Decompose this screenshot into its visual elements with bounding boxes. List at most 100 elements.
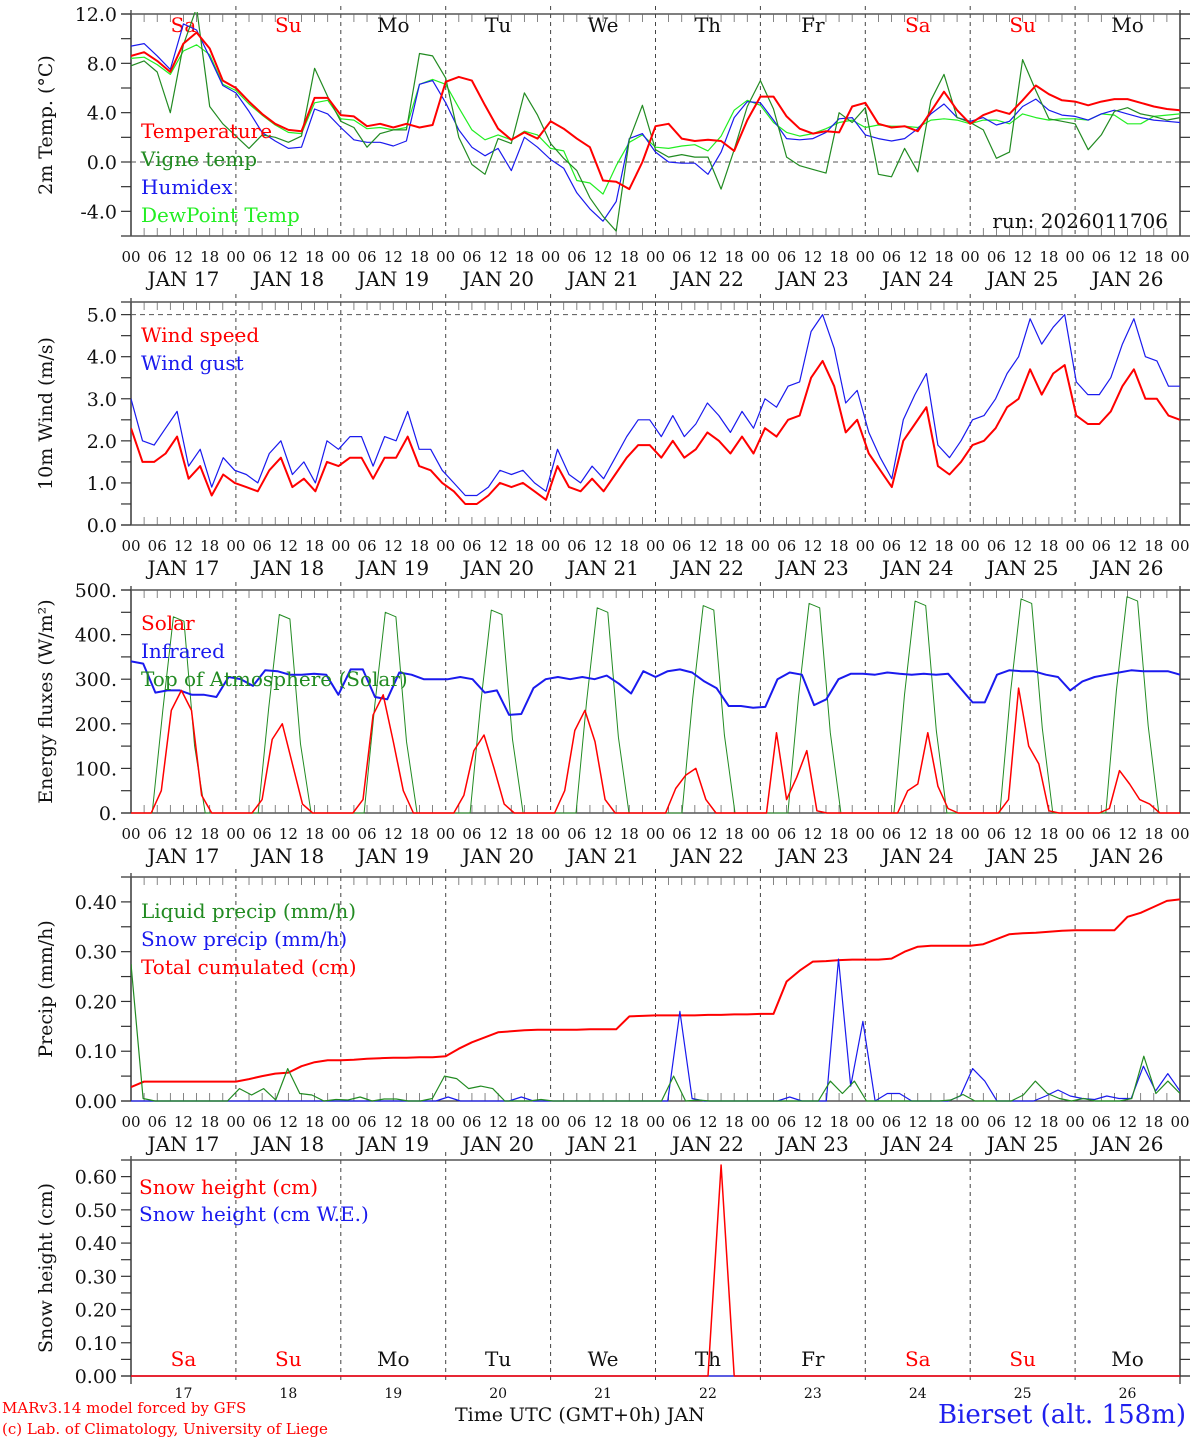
y-tick-label: 0.00	[75, 1091, 117, 1113]
x-hour-label: 00	[541, 248, 560, 266]
x-hour-label: 18	[305, 825, 324, 843]
x-hour-label: 06	[253, 537, 272, 555]
x-day-label: JAN 23	[775, 556, 849, 580]
weekday-label: Sa	[171, 1347, 197, 1371]
weekday-label: We	[588, 13, 619, 37]
y-tick-label: 3.0	[87, 389, 117, 411]
x-hour-label: 18	[515, 1113, 534, 1131]
x-hour-label: 12	[1013, 825, 1032, 843]
weekday-label: Fr	[801, 13, 825, 37]
x-hour-label: 12	[803, 537, 822, 555]
x-hour-label: 12	[908, 537, 927, 555]
x-hour-label: 00	[226, 1113, 245, 1131]
y-tick-label: 8.0	[87, 53, 117, 75]
weekday-label: Tu	[485, 1347, 511, 1371]
x-day-number: 23	[804, 1386, 822, 1402]
x-hour-label: 12	[384, 1113, 403, 1131]
y-tick-label: 0.00	[75, 1366, 117, 1388]
panel-precip: 0.40 0.30 0.20 0.10 0.00 Precip (mm/h) 00 06 12 1…	[35, 869, 1190, 1156]
x-hour-label: 00	[961, 248, 980, 266]
x-hour-label: 12	[698, 825, 717, 843]
x-hour-label: 00	[331, 537, 350, 555]
x-hour-label: 06	[1092, 248, 1111, 266]
x-hour-label: 06	[777, 825, 796, 843]
series-line-humidex	[131, 23, 1180, 222]
x-hour-label: 18	[830, 825, 849, 843]
x-day-label: JAN 20	[460, 556, 534, 580]
x-hour-label: 00	[1066, 1113, 1085, 1131]
x-hour-label: 12	[594, 825, 613, 843]
x-day-number: 19	[384, 1386, 402, 1402]
x-hour-label: 18	[620, 1113, 639, 1131]
x-hour-label: 18	[620, 825, 639, 843]
legend-entry: Humidex	[141, 175, 233, 199]
x-day-label: JAN 26	[1090, 267, 1164, 291]
x-day-label: JAN 18	[250, 556, 324, 580]
series-line-wind-gust	[131, 314, 1180, 497]
x-hour-label: 00	[331, 248, 350, 266]
x-day-label: JAN 20	[460, 844, 534, 868]
weekday-label: Sa	[905, 1347, 931, 1371]
weekday-label: Fr	[801, 1347, 825, 1371]
x-hour-label: 18	[1039, 1113, 1058, 1131]
weekday-label: Su	[1009, 1347, 1036, 1371]
x-hour-label: 06	[148, 1113, 167, 1131]
x-hour-label: 12	[174, 537, 193, 555]
x-hour-label: 00	[751, 1113, 770, 1131]
x-hour-label: 00	[646, 248, 665, 266]
x-hour-label: 18	[934, 537, 953, 555]
x-hour-label: 00	[121, 537, 140, 555]
x-hour-label: 06	[987, 825, 1006, 843]
y-tick-label: 0.10	[75, 1333, 117, 1355]
x-hour-label: 12	[1013, 1113, 1032, 1131]
x-hour-label: 06	[672, 537, 691, 555]
x-hour-label: 18	[200, 248, 219, 266]
x-hour-label: 12	[698, 537, 717, 555]
y-tick-label: 0.	[99, 803, 117, 825]
x-day-label: JAN 24	[880, 1132, 954, 1156]
x-hour-label: 18	[200, 825, 219, 843]
x-hour-label: 06	[357, 248, 376, 266]
x-hour-label: 18	[830, 1113, 849, 1131]
x-hour-label: 06	[357, 537, 376, 555]
x-day-label: JAN 18	[250, 267, 324, 291]
x-hour-label: 18	[1144, 1113, 1163, 1131]
x-hour-label: 06	[462, 825, 481, 843]
series-line-snow-height-cm-	[131, 1164, 1180, 1377]
x-hour-label: 18	[200, 1113, 219, 1131]
y-axis-label: 10m Wind (m/s)	[35, 337, 57, 490]
series-line-solar	[131, 687, 1180, 814]
x-hour-label: 00	[961, 825, 980, 843]
legend-entry: Snow height (cm)	[139, 1175, 318, 1199]
y-tick-label: 0.20	[75, 1300, 117, 1322]
x-hour-label: 12	[594, 537, 613, 555]
x-day-label: JAN 24	[880, 844, 954, 868]
x-hour-label: 12	[803, 1113, 822, 1131]
legend-entry: Vigne temp	[140, 147, 257, 171]
x-hour-label: 12	[384, 825, 403, 843]
x-day-label: JAN 22	[670, 1132, 744, 1156]
weekday-label: Th	[695, 13, 721, 37]
x-day-label: JAN 25	[985, 556, 1059, 580]
weekday-label: Mo	[377, 13, 410, 37]
series-line-infrared	[131, 660, 1180, 716]
x-day-label: JAN 19	[355, 267, 429, 291]
x-day-label: JAN 21	[565, 267, 639, 291]
weekday-label: Mo	[1111, 13, 1144, 37]
y-tick-label: 0.30	[75, 942, 117, 964]
x-hour-label: 18	[934, 248, 953, 266]
legend-entry: Infrared	[141, 639, 225, 663]
y-tick-label: 500.	[75, 580, 117, 602]
x-hour-label: 12	[594, 1113, 613, 1131]
x-day-label: JAN 25	[985, 1132, 1059, 1156]
y-tick-label: 400.	[75, 625, 117, 647]
x-hour-label: 00	[751, 248, 770, 266]
y-tick-label: 0.40	[75, 1233, 117, 1255]
run-annotation: run: 2026011706	[992, 209, 1168, 233]
y-tick-label: 0.10	[75, 1041, 117, 1063]
weekday-label: Mo	[1111, 1347, 1144, 1371]
x-hour-label: 00	[751, 537, 770, 555]
x-hour-label: 18	[410, 537, 429, 555]
x-hour-label: 12	[698, 248, 717, 266]
